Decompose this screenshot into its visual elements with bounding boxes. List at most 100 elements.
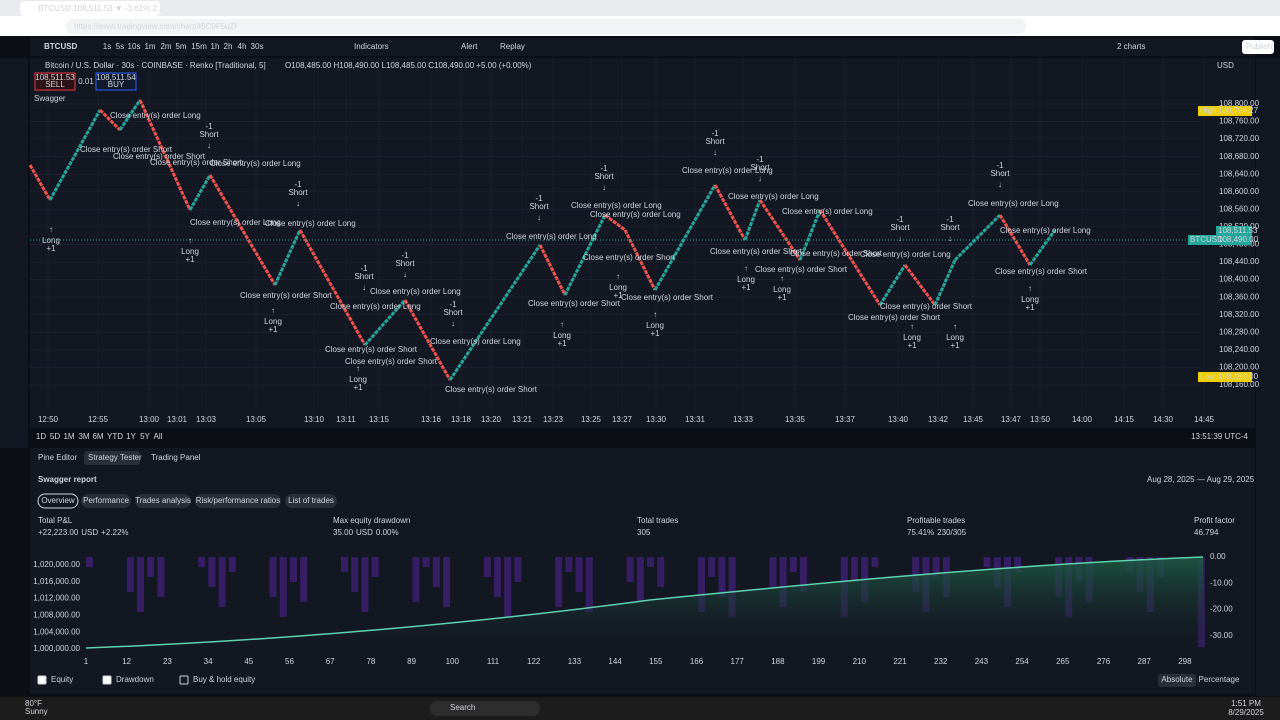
short-label: Short xyxy=(199,130,219,139)
trade-tick: 188 xyxy=(771,657,785,666)
sell-price: 108,511.53 xyxy=(35,73,75,82)
subtab[interactable]: List of trades xyxy=(288,496,334,505)
checkbox[interactable] xyxy=(102,675,112,685)
price-label: 108,240.00 xyxy=(1219,345,1260,354)
interval[interactable]: 5m xyxy=(175,42,186,51)
interval[interactable]: 15m xyxy=(191,42,207,51)
price-badge xyxy=(1198,372,1252,382)
replay-button[interactable]: Replay xyxy=(500,42,525,51)
mode-button[interactable]: Percentage xyxy=(1199,675,1240,684)
short-arrow: ↓ xyxy=(758,174,762,183)
drawdown-bar xyxy=(443,557,450,607)
interval[interactable]: 4h xyxy=(238,42,247,51)
indicators-button[interactable]: Indicators xyxy=(354,42,389,51)
interval[interactable]: 1m xyxy=(144,42,155,51)
trade-tick: 298 xyxy=(1178,657,1192,666)
panel-tab[interactable]: Pine Editor xyxy=(38,453,77,462)
buy-box[interactable] xyxy=(95,72,137,91)
date-range: Aug 28, 2025 — Aug 29, 2025 xyxy=(1147,475,1255,484)
qty-label: -1 xyxy=(756,155,764,164)
time-label: 14:45 xyxy=(1194,415,1215,424)
interval[interactable]: 5s xyxy=(116,42,124,51)
range-button[interactable]: 3M xyxy=(78,432,89,441)
equity-tick: 1,020,000.00 xyxy=(33,560,80,569)
time-label: 13:30 xyxy=(646,415,667,424)
annotation: Close entry(s) order Short xyxy=(621,293,714,302)
trade-tick: 265 xyxy=(1056,657,1070,666)
drawdown-bar xyxy=(698,557,705,612)
range-button[interactable]: 1Y xyxy=(126,432,136,441)
renko-leg xyxy=(1028,229,1057,266)
check-label: Equity xyxy=(51,675,73,684)
drawdown-bar xyxy=(351,557,359,592)
drawdown-bar xyxy=(137,557,144,612)
long-label: Long xyxy=(553,331,571,340)
drawdown-bar xyxy=(575,557,583,592)
alert-button[interactable]: Alert xyxy=(461,42,478,51)
interval[interactable]: 30s xyxy=(251,42,264,51)
time-label: 13:25 xyxy=(581,415,602,424)
renko-leg xyxy=(403,299,452,381)
renko-leg xyxy=(188,174,212,211)
qty-label: +1 xyxy=(650,329,660,338)
short-arrow: ↓ xyxy=(948,234,952,243)
qty-label: -1 xyxy=(896,215,904,224)
interval[interactable]: 1s xyxy=(103,42,111,51)
interval[interactable]: 2h xyxy=(224,42,233,51)
interval[interactable]: 1h xyxy=(211,42,220,51)
long-arrow: ↑ xyxy=(1028,284,1032,293)
chart-pane xyxy=(30,58,1200,428)
panel-tab[interactable]: Strategy Tester xyxy=(88,453,142,462)
time-label: 13:05 xyxy=(246,415,267,424)
range-button[interactable]: 5Y xyxy=(140,432,150,441)
price-label: 108,400.00 xyxy=(1219,275,1260,284)
qty-label: +1 xyxy=(613,291,623,300)
sell-box[interactable] xyxy=(34,72,76,91)
annotation: Close entry(s) order Short xyxy=(848,313,941,322)
interval[interactable]: 10s xyxy=(128,42,141,51)
price-label: 108,600.00 xyxy=(1219,187,1260,196)
time-label: 13:00 xyxy=(139,415,160,424)
url-field[interactable] xyxy=(66,19,1026,34)
mode-button[interactable]: Absolute xyxy=(1161,675,1193,684)
time-label: 13:33 xyxy=(733,415,754,424)
range-button[interactable]: YTD xyxy=(107,432,123,441)
layout-button[interactable]: 2 charts xyxy=(1117,42,1145,51)
short-arrow: ↓ xyxy=(403,270,407,279)
short-arrow: ↓ xyxy=(898,234,902,243)
range-button[interactable]: 5D xyxy=(50,432,60,441)
qty-label: +1 xyxy=(907,341,917,350)
subtab[interactable]: Overview xyxy=(41,496,75,505)
trade-tick: 166 xyxy=(690,657,704,666)
search-label: Search xyxy=(450,703,475,712)
subtab-bg xyxy=(81,494,131,508)
drawdown-bar xyxy=(300,557,308,602)
trade-tick: 12 xyxy=(122,657,131,666)
panel-tab[interactable]: Trading Panel xyxy=(151,453,201,462)
indicator-name: Swagger xyxy=(34,94,66,103)
range-button[interactable]: All xyxy=(154,432,163,441)
drawdown-bar xyxy=(657,557,665,587)
equity-tick: 1,008,000.00 xyxy=(33,611,80,620)
range-button[interactable]: 6M xyxy=(92,432,103,441)
subtab[interactable]: Performance xyxy=(83,496,129,505)
checkbox[interactable] xyxy=(179,675,189,685)
subtab[interactable]: Risk/performance ratios xyxy=(196,496,280,505)
annotation: Close entry(s) order Short xyxy=(113,152,206,161)
time-label: 13:16 xyxy=(421,415,442,424)
metric-unit: USD xyxy=(81,528,98,537)
checkbox[interactable] xyxy=(37,675,47,685)
subtab[interactable]: Trades analysis xyxy=(135,496,191,505)
renko-leg xyxy=(818,209,882,306)
time-label: 13:42 xyxy=(928,415,949,424)
publish-button[interactable]: Publish xyxy=(1246,42,1272,51)
time-label: 13:40 xyxy=(888,415,909,424)
range-button[interactable]: 1M xyxy=(63,432,74,441)
taskbar-search[interactable] xyxy=(430,701,540,716)
interval[interactable]: 2m xyxy=(160,42,171,51)
url: https://www.tradingview.com/chart/45C0F5… xyxy=(74,22,238,31)
short-arrow: ↓ xyxy=(998,180,1002,189)
trade-tick: 56 xyxy=(285,657,294,666)
range-button[interactable]: 1D xyxy=(36,432,46,441)
tab[interactable] xyxy=(20,1,160,16)
